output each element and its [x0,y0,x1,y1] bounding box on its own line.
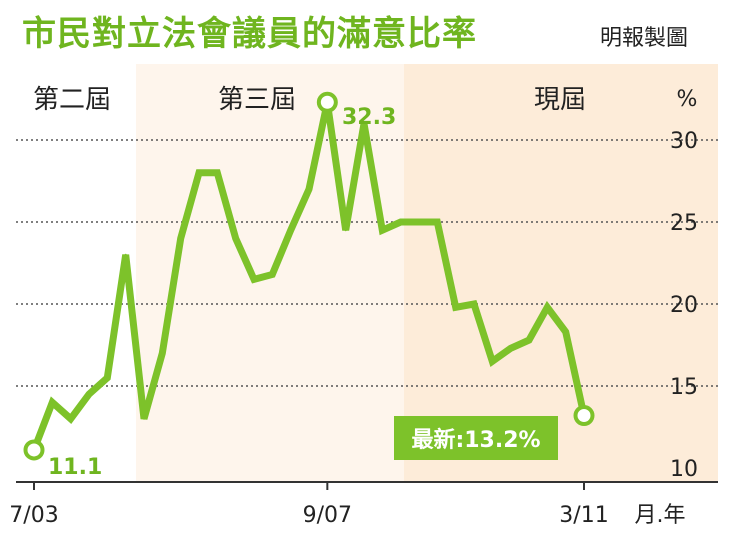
data-point [106,376,109,379]
y-tick-label: 30 [670,129,698,154]
term-band [16,64,136,482]
data-point [436,221,439,223]
data-point [143,417,145,420]
data-point [51,401,54,404]
latest-value-label: 最新:13.2% [411,427,540,453]
y-axis-unit: % [677,87,698,112]
data-point [179,237,182,240]
y-tick-label: 15 [670,375,698,400]
term-label: 第二屆 [33,85,111,115]
data-point [161,352,164,355]
data-point [399,221,402,223]
term-label: 第三屆 [218,85,296,115]
data-point [253,278,255,281]
data-point [363,122,365,125]
data-point [124,253,127,256]
highlight-marker [23,439,45,461]
start-value-label: 11.1 [48,455,102,480]
x-tick-label: 3/11 [559,503,608,528]
credit-label: 明報製圖 [600,26,689,51]
data-point [509,347,512,350]
data-point [234,237,237,240]
x-tick-label: 9/07 [303,503,352,528]
data-point [289,229,292,232]
data-point [88,393,90,396]
data-point [69,417,72,420]
term-label: 現屆 [534,85,586,115]
data-point [198,171,200,174]
data-point [564,330,567,333]
data-point [491,360,494,363]
latest-value-box [394,416,558,460]
highlight-marker [573,405,595,427]
data-point [271,273,274,276]
data-point [308,188,310,191]
data-point [528,339,530,342]
data-point [418,221,420,223]
data-point [344,229,347,232]
x-axis-label: 月.年 [635,503,686,528]
x-tick-label: 7/03 [9,503,58,528]
y-tick-label: 10 [670,457,698,482]
data-point [454,306,457,309]
highlight-marker [316,91,338,113]
data-point [546,306,549,309]
peak-value-label: 32.3 [342,105,396,130]
data-point [473,303,475,305]
data-point [381,229,384,232]
y-tick-label: 20 [670,293,698,318]
y-tick-label: 25 [670,211,698,236]
chart-title: 市民對立法會議員的滿意比率 [22,14,477,54]
data-point [216,171,219,174]
term-band [404,64,718,482]
